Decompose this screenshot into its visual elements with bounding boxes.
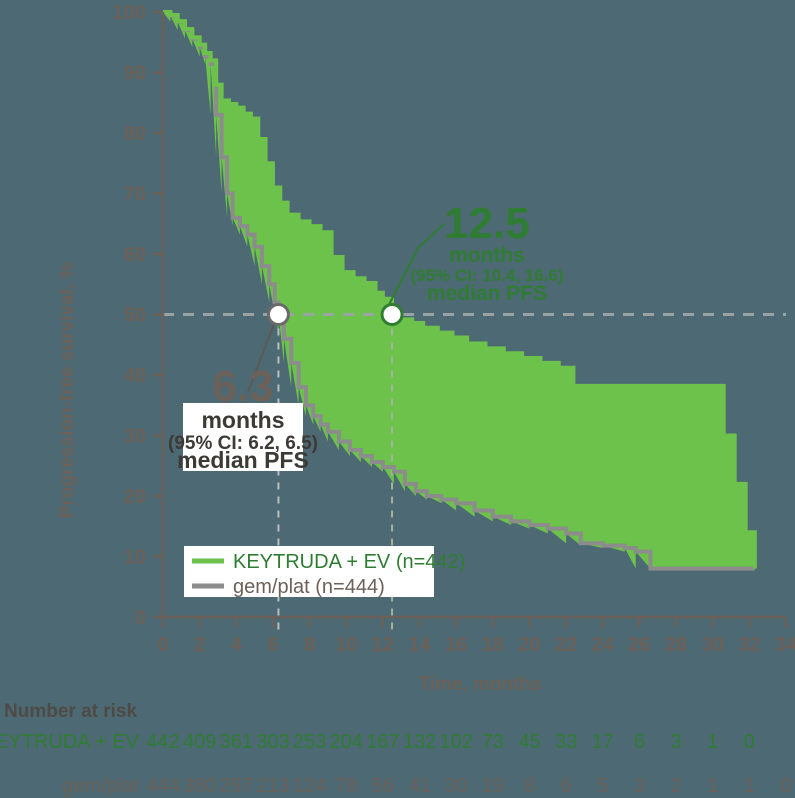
- risk-value: 6: [634, 731, 645, 753]
- chart-legend: KEYTRUDA + EV (n=442) gem/plat (n=444): [184, 546, 465, 598]
- risk-value: 1: [744, 775, 755, 797]
- risk-value: 297: [220, 775, 253, 797]
- risk-value: 8: [524, 775, 535, 797]
- y-axis-tick-labels: 0 10 20 30 40 50 60 70 80 90 100: [113, 2, 146, 629]
- gem-plat-median-value: 6.3: [212, 362, 273, 411]
- risk-value: 102: [439, 731, 472, 753]
- y-tick-70: 70: [124, 184, 146, 206]
- x-tick-2: 2: [194, 634, 205, 656]
- gem-plat-median-callout: 6.3 months (95% CI: 6.2, 6.5) median PFS: [168, 322, 318, 473]
- y-tick-40: 40: [124, 365, 146, 387]
- risk-value: 124: [293, 775, 326, 797]
- risk-table-header: Number at risk: [4, 701, 137, 722]
- x-tick-18: 18: [482, 634, 504, 656]
- keytruda-median-ci: (95% CI: 10.4, 16.6): [410, 266, 563, 285]
- risk-value: 5: [597, 775, 608, 797]
- x-axis-title: Time, months: [418, 674, 541, 695]
- risk-value: 1: [707, 731, 718, 753]
- risk-value: 17: [592, 731, 614, 753]
- keytruda-median-caption: median PFS: [427, 282, 547, 305]
- x-axis-tick-labels: 0 2 4 6 8 10 12 14 16 18 20 22 24 26 28 30 32 34: [157, 634, 795, 656]
- risk-value: 0: [744, 731, 755, 753]
- risk-value: 45: [518, 731, 540, 753]
- risk-value: 303: [256, 731, 289, 753]
- risk-value: 442: [146, 731, 179, 753]
- y-tick-30: 30: [124, 426, 146, 448]
- y-tick-80: 80: [124, 123, 146, 145]
- risk-value: 361: [220, 731, 253, 753]
- y-tick-10: 10: [124, 547, 146, 569]
- gem-plat-median-caption: median PFS: [177, 447, 309, 473]
- risk-value: 444: [146, 775, 179, 797]
- risk-value: 2: [670, 775, 681, 797]
- keytruda-median-callout: 12.5 months (95% CI: 10.4, 16.6) median …: [387, 199, 564, 307]
- y-tick-90: 90: [124, 63, 146, 85]
- y-tick-20: 20: [124, 486, 146, 508]
- risk-value: 19: [482, 775, 504, 797]
- y-tick-100: 100: [113, 2, 146, 24]
- gem-plat-median-marker[interactable]: [266, 303, 290, 326]
- x-tick-4: 4: [231, 634, 243, 656]
- risk-value: 3: [670, 731, 681, 753]
- x-tick-6: 6: [267, 634, 278, 656]
- risk-value: 73: [482, 731, 504, 753]
- x-tick-14: 14: [408, 634, 431, 656]
- x-tick-28: 28: [665, 634, 687, 656]
- risk-value: 0: [780, 775, 791, 797]
- x-tick-30: 30: [702, 634, 724, 656]
- risk-value: 204: [330, 731, 363, 753]
- keytruda-median-unit: months: [449, 244, 525, 267]
- risk-value: 132: [403, 731, 436, 753]
- x-tick-8: 8: [304, 634, 315, 656]
- gem-plat-median-unit: months: [201, 407, 284, 433]
- risk-value: 1: [707, 775, 718, 797]
- x-tick-24: 24: [592, 634, 615, 656]
- risk-value: 6: [561, 775, 572, 797]
- x-tick-32: 32: [738, 634, 760, 656]
- x-tick-20: 20: [518, 634, 540, 656]
- legend-label-keytruda: KEYTRUDA + EV (n=442): [233, 551, 465, 573]
- keytruda-survival-curve: [163, 10, 757, 569]
- keytruda-median-marker[interactable]: [380, 303, 404, 326]
- risk-value: 41: [408, 775, 430, 797]
- keytruda-callout-leader-line: [387, 223, 445, 307]
- x-tick-26: 26: [628, 634, 650, 656]
- risk-row-label-keytruda: KEYTRUDA + EV: [0, 731, 140, 753]
- axes: [153, 10, 788, 628]
- risk-values-keytruda: 442 409 361 303 253 204 167 132 102 73 45 33 17 6 3 1 0: [146, 731, 755, 753]
- y-tick-0: 0: [135, 607, 146, 629]
- risk-value: 167: [366, 731, 399, 753]
- risk-value: 380: [183, 775, 216, 797]
- risk-value: 213: [256, 775, 289, 797]
- risk-value: 30: [445, 775, 467, 797]
- risk-value: 253: [293, 731, 326, 753]
- risk-value: 409: [183, 731, 216, 753]
- y-axis-title: Progression-free survival, %: [57, 262, 78, 519]
- gem-plat-callout-box: [183, 403, 303, 471]
- gem-plat-survival-curve: [163, 10, 755, 571]
- x-tick-12: 12: [372, 634, 394, 656]
- survival-benefit-band: [163, 12, 755, 569]
- legend-label-gem-plat: gem/plat (n=444): [233, 576, 385, 598]
- legend-box: [184, 546, 434, 597]
- risk-value: 56: [372, 775, 394, 797]
- risk-value: 3: [634, 775, 645, 797]
- risk-row-label-gem-plat: gem/plat: [62, 775, 139, 797]
- keytruda-median-value: 12.5: [444, 199, 530, 248]
- number-at-risk-table: Number at risk KEYTRUDA + EV gem/plat 44…: [0, 701, 792, 797]
- y-tick-60: 60: [124, 244, 146, 266]
- x-tick-22: 22: [555, 634, 577, 656]
- risk-value: 78: [335, 775, 357, 797]
- gem-plat-callout-leader-line: [247, 322, 276, 393]
- x-tick-16: 16: [445, 634, 467, 656]
- x-tick-34: 34: [775, 634, 795, 656]
- gem-plat-median-ci: (95% CI: 6.2, 6.5): [168, 433, 318, 454]
- y-tick-50: 50: [124, 305, 146, 327]
- risk-values-gem-plat: 444 380 297 213 124 78 56 41 30 19 8 6 5 3 2 1 1 0: [146, 775, 791, 797]
- x-tick-0: 0: [157, 634, 168, 656]
- x-tick-10: 10: [335, 634, 357, 656]
- risk-value: 33: [555, 731, 577, 753]
